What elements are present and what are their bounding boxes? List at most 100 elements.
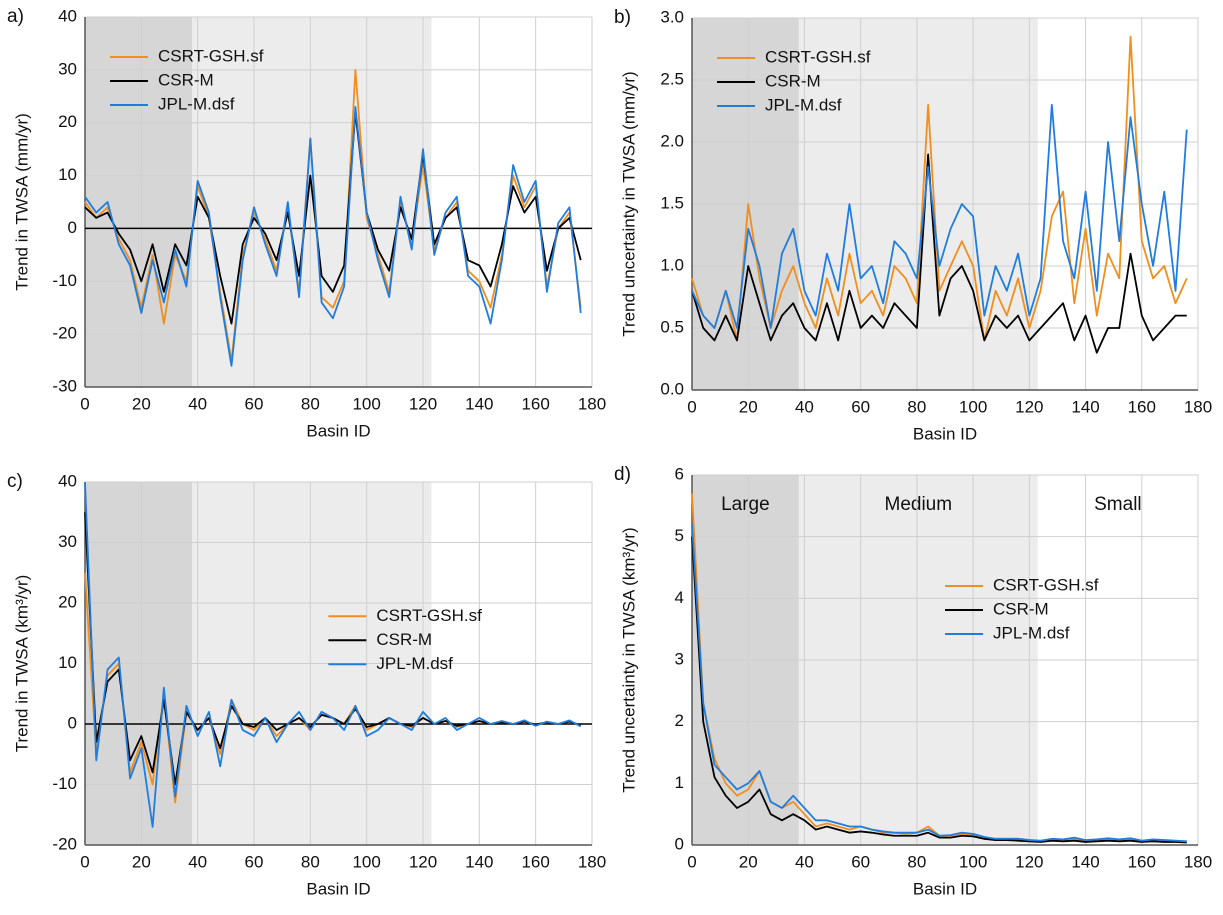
y-tick-label: -20 xyxy=(52,834,77,853)
y-tick-label: 1.0 xyxy=(660,255,684,274)
x-tick-label: 140 xyxy=(465,852,493,871)
y-tick-label: -30 xyxy=(52,376,77,395)
x-tick-label: 20 xyxy=(132,394,151,413)
y-tick-label: 40 xyxy=(58,6,77,25)
y-tick-label: 2.5 xyxy=(660,69,684,88)
region-label: Large xyxy=(721,494,770,515)
x-tick-label: 160 xyxy=(521,394,549,413)
series-line xyxy=(691,35,1188,342)
y-tick-label: 30 xyxy=(58,532,77,551)
panel-label: d) xyxy=(614,464,631,485)
x-tick-label: 120 xyxy=(409,394,437,413)
x-tick-label: 0 xyxy=(80,852,89,871)
x-tick-label: 80 xyxy=(301,394,320,413)
region-label: Medium xyxy=(885,494,953,515)
y-tick-label: 30 xyxy=(58,59,77,78)
y-tick-label: 1 xyxy=(675,773,684,792)
x-tick-label: 120 xyxy=(1015,852,1043,871)
x-tick-label: 80 xyxy=(907,852,926,871)
legend-label: CSRT-GSH.sf xyxy=(765,47,871,66)
x-tick-label: 80 xyxy=(907,397,926,416)
x-tick-label: 40 xyxy=(188,852,207,871)
y-axis-label: Trend in TWSA (km³/yr) xyxy=(12,575,31,753)
x-axis-label: Basin ID xyxy=(913,424,977,443)
panel: 0 20 40 60 80 100 120 140 160 180 -30 -20 -10 0 10 20 30… xyxy=(7,6,606,440)
x-tick-label: 40 xyxy=(795,852,814,871)
legend-label: JPL-M.dsf xyxy=(158,94,235,113)
x-tick-label: 140 xyxy=(1071,397,1099,416)
y-tick-label: -10 xyxy=(52,774,77,793)
x-tick-label: 140 xyxy=(465,394,493,413)
region xyxy=(85,17,193,387)
x-tick-label: 180 xyxy=(578,394,606,413)
legend-label: JPL-M.dsf xyxy=(765,95,842,114)
x-tick-label: 160 xyxy=(521,852,549,871)
series-line xyxy=(691,153,1187,354)
x-tick-label: 180 xyxy=(1184,852,1212,871)
y-tick-label: 10 xyxy=(58,165,77,184)
x-tick-label: 60 xyxy=(245,394,264,413)
x-tick-label: 140 xyxy=(1071,852,1099,871)
x-tick-label: 60 xyxy=(245,852,264,871)
x-axis-label: Basin ID xyxy=(306,421,370,440)
legend-label: CSR-M xyxy=(376,630,432,649)
x-tick-label: 0 xyxy=(687,852,696,871)
x-tick-label: 120 xyxy=(409,852,437,871)
y-tick-label: 3.0 xyxy=(660,7,684,26)
y-tick-label: 10 xyxy=(58,653,77,672)
y-axis-label: Trend uncertainty in TWSA (km³/yr) xyxy=(619,527,638,792)
x-tick-label: 100 xyxy=(352,852,380,871)
y-tick-label: 1.5 xyxy=(660,193,684,212)
x-tick-label: 120 xyxy=(1015,397,1043,416)
y-tick-label: 6 xyxy=(675,464,684,483)
x-tick-label: 60 xyxy=(851,397,870,416)
legend-label: CSRT-GSH.sf xyxy=(376,606,482,625)
y-axis-label: Trend uncertainty in TWSA (mm/yr) xyxy=(619,71,638,336)
x-tick-label: 0 xyxy=(687,397,696,416)
y-tick-label: 4 xyxy=(675,588,684,607)
legend-label: JPL-M.dsf xyxy=(993,623,1070,642)
panel: 0 20 40 60 80 100 120 140 160 180 -20 -10 0 10 20 30 40 C… xyxy=(7,471,606,898)
y-axis-label: Trend in TWSA (mm/yr) xyxy=(12,113,31,291)
y-tick-label: 5 xyxy=(675,526,684,545)
y-tick-label: 2 xyxy=(675,711,684,730)
x-axis-label: Basin ID xyxy=(913,879,977,898)
y-tick-label: 3 xyxy=(675,649,684,668)
y-tick-label: 0.0 xyxy=(660,379,684,398)
x-tick-label: 160 xyxy=(1128,397,1156,416)
region-label: Small xyxy=(1094,494,1142,515)
y-tick-label: 40 xyxy=(58,471,77,490)
legend-label: CSR-M xyxy=(765,71,821,90)
x-tick-label: 160 xyxy=(1128,852,1156,871)
series-line xyxy=(691,524,1187,843)
x-tick-label: 20 xyxy=(132,852,151,871)
x-tick-label: 100 xyxy=(959,397,987,416)
legend-label: CSR-M xyxy=(158,70,214,89)
x-tick-label: 180 xyxy=(578,852,606,871)
y-tick-label: 2.0 xyxy=(660,131,684,150)
x-tick-label: 100 xyxy=(959,852,987,871)
legend-label: JPL-M.dsf xyxy=(376,654,453,673)
x-tick-label: 100 xyxy=(352,394,380,413)
x-tick-label: 20 xyxy=(739,397,758,416)
y-tick-label: 0 xyxy=(68,218,77,237)
x-tick-label: 80 xyxy=(301,852,320,871)
panel-label: c) xyxy=(7,471,23,492)
panel: 0 20 40 60 80 100 120 140 160 180 0.0 0.5 1.0 1.5 2.0 2… xyxy=(614,7,1212,443)
series-line xyxy=(691,536,1187,844)
y-tick-label: 0 xyxy=(68,713,77,732)
x-tick-label: 40 xyxy=(795,397,814,416)
y-tick-label: 20 xyxy=(58,592,77,611)
y-tick-label: -20 xyxy=(52,324,77,343)
series-line xyxy=(84,481,582,828)
series-line xyxy=(84,105,582,367)
x-tick-label: 40 xyxy=(188,394,207,413)
x-tick-label: 20 xyxy=(739,852,758,871)
y-tick-label: 0 xyxy=(675,834,684,853)
series-line xyxy=(84,68,582,362)
legend-label: CSRT-GSH.sf xyxy=(993,575,1099,594)
legend-label: CSR-M xyxy=(993,599,1049,618)
x-axis-label: Basin ID xyxy=(306,879,370,898)
x-tick-label: 0 xyxy=(80,394,89,413)
